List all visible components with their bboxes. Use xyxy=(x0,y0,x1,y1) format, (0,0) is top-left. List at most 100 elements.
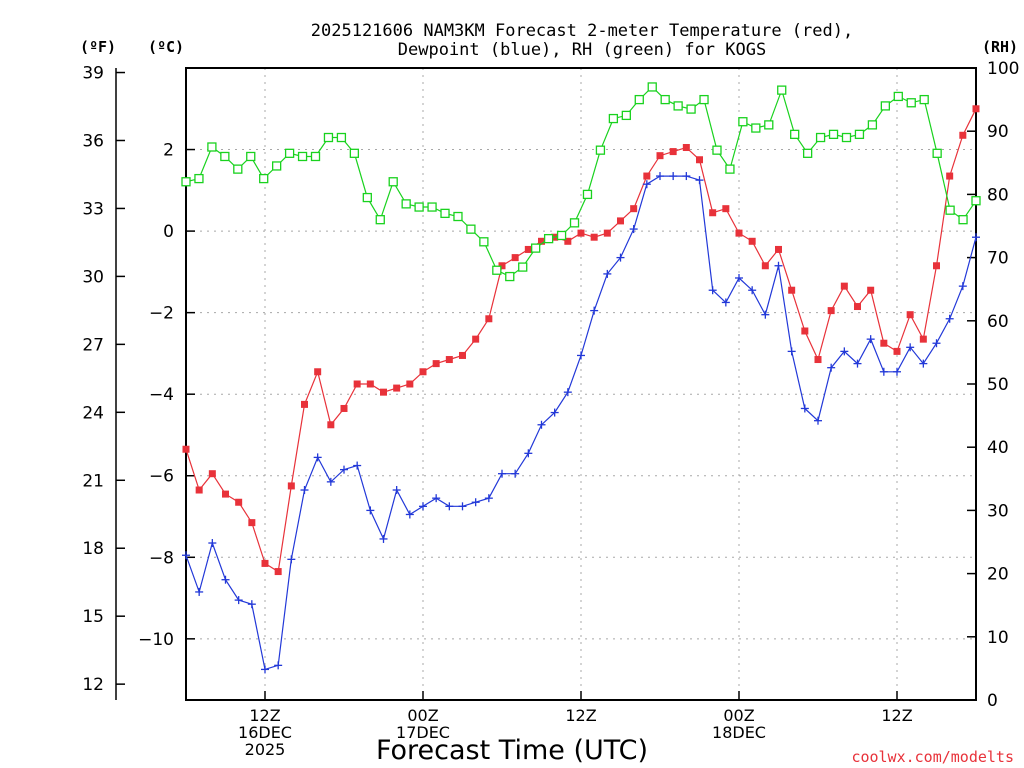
celsius-tick-label: −4 xyxy=(149,385,174,405)
dewpoint-point xyxy=(735,273,743,282)
dewpoint-point xyxy=(445,502,454,511)
temperature-point xyxy=(814,356,822,364)
dewpoint-point xyxy=(261,665,269,674)
rh-point xyxy=(233,164,243,174)
rh-point xyxy=(647,82,657,92)
temperature-point xyxy=(538,237,545,245)
rh-point xyxy=(699,94,709,105)
dewpoint-point xyxy=(603,269,612,278)
rh-tick-label: 70 xyxy=(987,249,1009,269)
rh-tick-label: 90 xyxy=(987,122,1009,142)
rh-tick-label: 40 xyxy=(987,438,1009,458)
rh-point xyxy=(725,164,735,174)
rh-point xyxy=(531,243,541,253)
time-tick-label: 16DEC xyxy=(238,723,292,742)
grid-lines xyxy=(186,68,976,700)
temperature-point xyxy=(340,404,348,412)
temperature-point xyxy=(511,254,519,262)
rh-tick-label: 10 xyxy=(987,628,1009,648)
dewpoint-point xyxy=(774,261,783,270)
dewpoint-point xyxy=(761,310,770,319)
rh-point xyxy=(764,120,774,130)
fahrenheit-unit-label: (ºF) xyxy=(80,38,116,56)
dewpoint-point xyxy=(748,286,757,295)
temperature-point xyxy=(406,380,414,388)
dewpoint-point xyxy=(537,420,546,429)
rh-point xyxy=(401,199,411,209)
dewpoint-point xyxy=(471,498,480,507)
rh-point xyxy=(375,215,385,225)
rh-tick-label: 80 xyxy=(987,185,1009,205)
celsius-axis: 2 0 −2 −4 −6 −8 −10 xyxy=(138,141,195,650)
rh-point xyxy=(815,132,826,143)
temperature-point xyxy=(459,351,466,359)
fahrenheit-tick-label: 18 xyxy=(82,539,104,559)
temperature-point xyxy=(590,233,598,241)
rh-point xyxy=(777,85,787,95)
temperature-point xyxy=(208,470,216,478)
time-tick-label: 00Z xyxy=(723,706,754,725)
dewpoint-point xyxy=(616,253,625,262)
rh-point xyxy=(621,110,631,121)
rh-point xyxy=(569,218,580,228)
temperature-point xyxy=(696,156,703,164)
rh-point xyxy=(323,132,334,143)
rh-point xyxy=(945,205,955,215)
rh-point xyxy=(310,151,321,162)
temperature-point xyxy=(972,105,980,113)
rh-tick-label: 0 xyxy=(987,691,998,711)
rh-point xyxy=(841,132,852,143)
temperature-point xyxy=(498,262,506,270)
dewpoint-point xyxy=(932,339,941,348)
temperature-point xyxy=(380,388,387,396)
temperature-point xyxy=(709,209,717,217)
dewpoint-point xyxy=(919,359,928,368)
temperature-point xyxy=(919,335,927,343)
temperature-point xyxy=(182,445,190,453)
dewpoint-point xyxy=(498,469,506,478)
rh-point xyxy=(336,132,347,143)
temperature-point xyxy=(314,368,322,376)
temperature-point xyxy=(933,262,940,270)
temperature-point xyxy=(788,286,796,294)
dewpoint-point xyxy=(392,486,401,495)
rh-point xyxy=(284,148,295,158)
temperature-point xyxy=(353,380,361,388)
rh-point xyxy=(440,208,450,219)
time-tick-label: 12Z xyxy=(565,706,596,725)
time-tick-label: 00Z xyxy=(407,706,438,725)
fahrenheit-tick-label: 21 xyxy=(82,471,104,491)
dewpoint-point xyxy=(247,600,256,609)
rh-point xyxy=(790,129,800,140)
fahrenheit-tick-label: 24 xyxy=(82,403,104,423)
fahrenheit-axis: 39 36 33 30 27 24 21 18 15 12 xyxy=(82,64,125,695)
dewpoint-point xyxy=(827,363,836,372)
temperature-point xyxy=(287,482,295,490)
dewpoint-point xyxy=(893,367,901,376)
dewpoint-point xyxy=(958,282,967,291)
dewpoint-point xyxy=(195,587,204,596)
rh-point xyxy=(958,215,968,225)
temperature-point xyxy=(761,262,769,270)
rh-point xyxy=(854,129,865,140)
fahrenheit-tick-label: 15 xyxy=(82,607,104,627)
dewpoint-point xyxy=(708,286,717,295)
fahrenheit-tick-label: 33 xyxy=(82,199,104,219)
celsius-tick-label: −10 xyxy=(138,630,174,650)
dewpoint-point xyxy=(340,465,348,474)
rh-point xyxy=(595,145,606,155)
celsius-tick-label: 0 xyxy=(163,222,174,242)
dewpoint-point xyxy=(669,172,678,181)
rh-point xyxy=(453,211,463,222)
rh-point xyxy=(686,104,696,114)
dewpoint-point xyxy=(590,306,599,315)
temperature-point xyxy=(775,245,782,253)
temperature-point xyxy=(261,559,269,567)
dewpoint-point xyxy=(840,347,849,356)
temperature-point xyxy=(946,172,954,180)
rh-point xyxy=(492,265,502,275)
dewpoint-point xyxy=(287,555,296,564)
temperature-point xyxy=(669,148,677,156)
temperature-point xyxy=(959,131,967,139)
